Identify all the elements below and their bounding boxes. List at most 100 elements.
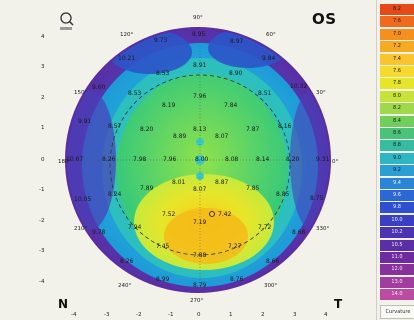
scale-swatch: 9.2 bbox=[380, 165, 414, 177]
value-label: 8.76 bbox=[230, 276, 244, 283]
temporal-label: T bbox=[334, 297, 343, 311]
angle-label: 120° bbox=[120, 32, 133, 38]
y-tick: 0 bbox=[41, 157, 45, 163]
value-label: 10.67 bbox=[66, 156, 83, 163]
value-label: 8.00 bbox=[195, 156, 209, 163]
curvature-values: 8.95 9.73 8.97 10.21 9.84 8.91 8.53 8.90… bbox=[66, 31, 330, 289]
angle-label: 90° bbox=[193, 15, 203, 21]
scale-swatch: 8.8 bbox=[380, 140, 414, 152]
value-label: 8.20 bbox=[140, 126, 154, 133]
value-label: 10.21 bbox=[118, 55, 135, 62]
value-label: 8.26 bbox=[120, 258, 134, 265]
value-label: 7.94 bbox=[128, 224, 142, 231]
y-axis-ticks: 4 3 2 1 0 -1 -2 -3 -4 bbox=[39, 34, 45, 285]
value-label: 9.91 bbox=[78, 118, 92, 125]
y-tick: 2 bbox=[41, 95, 45, 101]
scale-swatch: 12.0 bbox=[380, 264, 414, 276]
value-label: 7.85 bbox=[246, 185, 260, 192]
scale-swatch: 7.6 bbox=[380, 16, 414, 28]
x-tick: 2 bbox=[261, 312, 265, 318]
x-tick: 3 bbox=[293, 312, 297, 318]
value-label: 8.75 bbox=[310, 195, 324, 202]
x-tick: -3 bbox=[104, 312, 110, 318]
x-tick: 4 bbox=[324, 312, 328, 318]
value-label: 7.87 bbox=[246, 126, 260, 133]
color-scale-legend: 8.2 7.6 7.0 7.2 7.4 7.6 7.8 8.0 8.2 8.4 8.6 8.8 9.0 9… bbox=[376, 0, 414, 320]
value-label: 9.31 bbox=[316, 156, 330, 163]
value-label: 7.88 bbox=[193, 252, 207, 259]
value-label: 9.73 bbox=[154, 37, 168, 44]
value-label: 8.07 bbox=[215, 133, 229, 140]
value-label: 7.96 bbox=[163, 156, 177, 163]
y-tick: -2 bbox=[39, 218, 44, 224]
apex-marker bbox=[209, 211, 215, 217]
x-axis-ticks: -4 -3 -2 -1 0 1 2 3 4 bbox=[71, 312, 328, 318]
scale-swatch: 8.0 bbox=[380, 90, 414, 102]
angle-label: 240° bbox=[118, 283, 131, 289]
nasal-label: N bbox=[58, 297, 69, 311]
value-label: 10.05 bbox=[74, 196, 91, 203]
value-label: 8.66 bbox=[266, 258, 280, 265]
y-tick: -3 bbox=[39, 248, 45, 254]
scale-swatch: 7.4 bbox=[380, 53, 414, 65]
scale-swatch: 11.0 bbox=[380, 252, 414, 263]
angle-label: 330° bbox=[316, 226, 329, 232]
value-label: 9.78 bbox=[92, 229, 106, 236]
scale-swatch: 9.6 bbox=[380, 190, 414, 201]
scale-swatch: 8.2 bbox=[380, 4, 414, 15]
scale-swatch: 7.8 bbox=[380, 78, 414, 90]
value-label: 7.45 bbox=[156, 243, 170, 250]
scale-swatch: 7.0 bbox=[380, 28, 414, 40]
value-label: 8.16 bbox=[278, 123, 292, 130]
value-label: 8.26 bbox=[102, 156, 116, 163]
value-label: 9.84 bbox=[262, 55, 276, 62]
value-label: 10.32 bbox=[290, 83, 307, 90]
scale-swatch: 9.0 bbox=[380, 152, 414, 164]
eye-label: OS bbox=[312, 10, 337, 28]
value-label: 8.87 bbox=[215, 179, 229, 186]
scale-swatch: 14.0 bbox=[380, 289, 414, 301]
value-label: 8.57 bbox=[108, 123, 122, 130]
scale-swatch: 10.0 bbox=[380, 214, 414, 226]
value-label: 8.13 bbox=[193, 126, 207, 133]
value-label: 7.89 bbox=[140, 185, 154, 192]
value-label: 7.72 bbox=[258, 224, 272, 231]
angle-label: 150° bbox=[74, 90, 87, 96]
value-label: 7.52 bbox=[162, 211, 176, 218]
x-tick: 0 bbox=[197, 312, 201, 318]
scale-swatch: 7.2 bbox=[380, 41, 414, 53]
x-tick: -2 bbox=[136, 312, 141, 318]
scale-swatch: 7.6 bbox=[380, 66, 414, 77]
corneal-map[interactable]: -4 -3 -2 -1 0 1 2 3 4 4 3 2 1 0 -1 -2 -3… bbox=[0, 0, 368, 320]
y-tick: -4 bbox=[39, 279, 45, 285]
value-label: 8.24 bbox=[108, 191, 122, 198]
value-label: 7.27 bbox=[228, 243, 242, 250]
scale-swatch: 9.8 bbox=[380, 202, 414, 214]
magnifier-icon[interactable] bbox=[58, 10, 76, 32]
y-tick: -1 bbox=[39, 187, 44, 193]
value-label: 8.99 bbox=[156, 276, 170, 283]
value-label: 7.84 bbox=[224, 102, 238, 109]
x-tick: 1 bbox=[229, 312, 233, 318]
value-label: 8.68 bbox=[292, 229, 306, 236]
scale-swatch: 10.2 bbox=[380, 227, 414, 239]
scale-swatch: 9.4 bbox=[380, 177, 414, 189]
scale-swatch: 8.6 bbox=[380, 128, 414, 139]
scale-swatch: 8.2 bbox=[380, 103, 414, 115]
value-label: 9.60 bbox=[92, 84, 106, 91]
value-label: 8.95 bbox=[192, 31, 206, 38]
value-label: 7.96 bbox=[193, 93, 207, 100]
value-label: 7.19 bbox=[193, 219, 207, 226]
value-label: 8.07 bbox=[193, 186, 207, 193]
value-label: 7.98 bbox=[133, 156, 147, 163]
scale-footer: Curvature bbox=[380, 305, 414, 319]
scale-swatch: 8.4 bbox=[380, 115, 414, 127]
value-label: 8.53 bbox=[156, 70, 170, 77]
value-label: 8.08 bbox=[225, 156, 239, 163]
value-label: 8.14 bbox=[256, 156, 270, 163]
value-label: 8.91 bbox=[193, 62, 207, 69]
value-label: 8.79 bbox=[193, 282, 207, 289]
angle-label: 270° bbox=[190, 298, 203, 304]
angle-label: 300° bbox=[264, 283, 277, 289]
